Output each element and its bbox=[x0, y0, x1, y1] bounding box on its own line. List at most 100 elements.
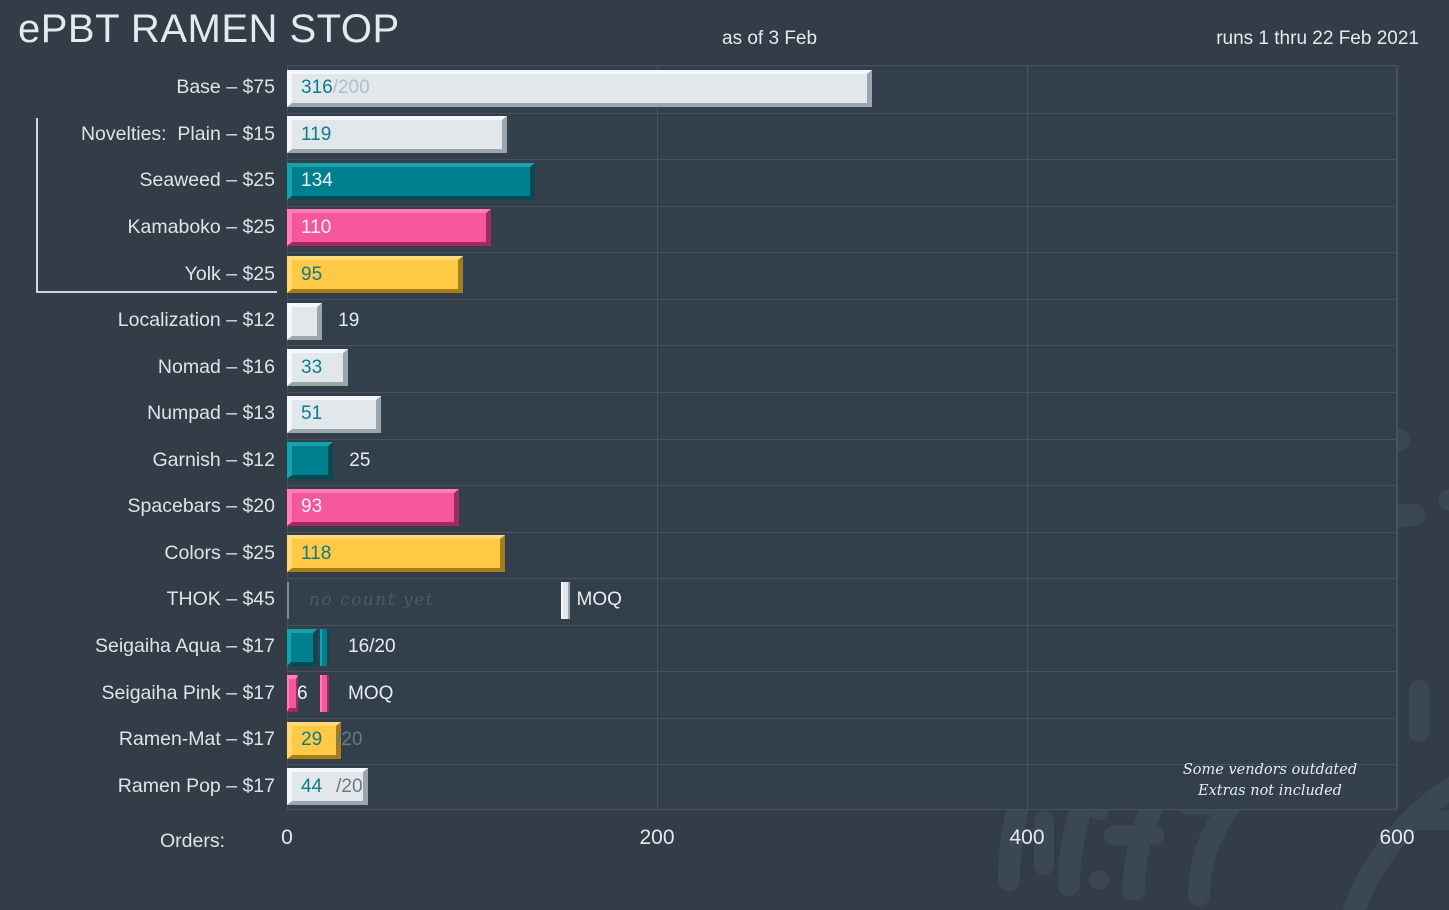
bar-bevel bbox=[287, 116, 508, 154]
bar-seaweed bbox=[287, 162, 535, 200]
horizontal-gridline bbox=[288, 485, 1396, 486]
bar-value-text: 118 bbox=[301, 542, 332, 564]
bar-garnish bbox=[287, 442, 334, 480]
bar-goal-text: /20 bbox=[336, 729, 363, 751]
bar-inner-value: 6 bbox=[297, 682, 308, 704]
bar-value-plain: 119 bbox=[301, 125, 331, 144]
category-label-text: Ramen-Mat – $17 bbox=[118, 728, 275, 751]
horizontal-gridline bbox=[288, 671, 1396, 672]
horizontal-gridline bbox=[288, 206, 1396, 207]
category-label-text: Nomad – $16 bbox=[157, 355, 275, 378]
horizontal-gridline bbox=[288, 345, 1396, 346]
bar-bevel bbox=[287, 535, 506, 573]
category-label-localization: Localization – $12 bbox=[117, 309, 275, 332]
category-label-ramen-mat: Ramen-Mat – $17 bbox=[118, 728, 275, 751]
category-label-text: Colors – $25 bbox=[164, 541, 275, 564]
bar-bevel bbox=[287, 256, 463, 294]
bar-value-text: 25 bbox=[349, 449, 371, 471]
bar-goal-text: /200 bbox=[332, 77, 370, 99]
horizontal-gridline bbox=[288, 113, 1396, 114]
category-label-text: Seigaiha Aqua – $17 bbox=[95, 635, 275, 658]
category-label-text: Yolk – $25 bbox=[184, 262, 275, 285]
category-label-thok: THOK – $45 bbox=[167, 590, 275, 610]
bar-goal-text: /20 bbox=[336, 775, 363, 797]
bar-bevel bbox=[287, 768, 369, 806]
as-of-date: as of 3 Feb bbox=[722, 28, 818, 49]
bar-bevel bbox=[287, 675, 299, 713]
novelties-group-bracket bbox=[36, 117, 277, 293]
run-dates: runs 1 thru 22 Feb 2021 bbox=[1216, 28, 1419, 49]
bar-bevel bbox=[287, 302, 323, 340]
category-label-text: THOK – $45 bbox=[166, 588, 275, 611]
bar-ramen-pop bbox=[287, 768, 369, 806]
bar-value-yolk: 95 bbox=[301, 265, 322, 284]
bar-bevel bbox=[287, 69, 872, 107]
bar-bevel bbox=[287, 349, 349, 387]
bar-plain bbox=[287, 116, 508, 154]
bar-localization bbox=[287, 302, 323, 340]
bar-bevel bbox=[287, 162, 535, 200]
bar-bevel bbox=[287, 209, 491, 247]
horizontal-gridline bbox=[288, 718, 1396, 719]
moq-marker-seigaiha-aqua bbox=[320, 628, 329, 666]
bar-value-text: 95 bbox=[301, 263, 323, 285]
no-count-note: no count yet bbox=[309, 590, 434, 611]
category-label-text: Localization – $12 bbox=[117, 309, 275, 332]
vertical-gridline bbox=[657, 66, 658, 809]
empty-bar-marker bbox=[287, 581, 289, 619]
category-label-plain: Novelties: Plain – $15 bbox=[80, 122, 275, 145]
horizontal-gridline bbox=[288, 252, 1396, 253]
bar-bevel bbox=[287, 721, 341, 759]
bar-colors bbox=[287, 535, 506, 573]
x-axis-tick-200: 200 bbox=[639, 826, 675, 849]
bar-bevel bbox=[287, 488, 460, 526]
moq-marker-thok bbox=[560, 581, 570, 619]
bar-value-colors: 118 bbox=[301, 544, 331, 563]
category-label-colors: Colors – $25 bbox=[164, 541, 275, 564]
x-axis-tick-400: 400 bbox=[1009, 826, 1045, 849]
bar-nomad bbox=[287, 349, 349, 387]
bar-value-text: 110 bbox=[301, 216, 332, 238]
bar-value-text: 134 bbox=[301, 170, 333, 192]
group-label-novelties: Novelties: bbox=[80, 122, 178, 145]
bar-value-localization: 19 bbox=[338, 311, 359, 330]
category-label-kamaboko: Kamaboko – $25 bbox=[127, 215, 275, 238]
bar-value-ramen-pop: 44/20 bbox=[301, 777, 363, 796]
bar-numpad bbox=[287, 395, 382, 433]
moq-text: MOQ bbox=[576, 589, 622, 611]
vertical-gridline bbox=[1027, 66, 1028, 809]
category-label-nomad: Nomad – $16 bbox=[157, 355, 275, 378]
bar-seigaiha-pink bbox=[287, 675, 299, 713]
footnote-line-1: Some vendors outdated bbox=[1182, 762, 1358, 778]
category-label-seigaiha-pink: Seigaiha Pink – $17 bbox=[101, 681, 275, 704]
moq-marker-seigaiha-pink bbox=[320, 675, 329, 713]
bar-ramen-mat bbox=[287, 721, 341, 759]
category-label-ramen-pop: Ramen Pop – $17 bbox=[117, 774, 275, 797]
category-label-text: Ramen Pop – $17 bbox=[117, 774, 275, 797]
bar-value-garnish: 25 bbox=[349, 451, 370, 470]
bar-bevel bbox=[287, 395, 382, 433]
vertical-gridline bbox=[1397, 66, 1398, 809]
bar-value-seigaiha-pink: MOQ bbox=[348, 684, 393, 703]
category-label-spacebars: Spacebars – $20 bbox=[128, 497, 275, 517]
bar-base bbox=[287, 69, 872, 107]
horizontal-gridline bbox=[288, 532, 1396, 533]
horizontal-gridline bbox=[288, 578, 1396, 579]
category-label-text: Kamaboko – $25 bbox=[127, 215, 275, 238]
horizontal-gridline bbox=[288, 625, 1396, 626]
bar-value-spacebars: 93 bbox=[301, 497, 322, 516]
bar-value-text: 29 bbox=[301, 729, 323, 751]
moq-text: MOQ bbox=[348, 682, 394, 704]
bar-spacebars bbox=[287, 488, 460, 526]
category-label-base: Base – $75 bbox=[176, 78, 275, 98]
page-title: ePBT RAMEN STOP bbox=[18, 7, 400, 51]
bar-value-text: 44 bbox=[301, 775, 323, 797]
category-label-text: Seigaiha Pink – $17 bbox=[101, 681, 275, 704]
bar-value-nomad: 33 bbox=[301, 358, 322, 377]
bar-bevel bbox=[287, 628, 317, 666]
bar-value-ramen-mat: 29/20 bbox=[301, 730, 363, 749]
category-label-seaweed: Seaweed – $25 bbox=[139, 171, 275, 191]
bar-value-kamaboko: 110 bbox=[301, 218, 331, 237]
bar-bevel bbox=[287, 442, 334, 480]
horizontal-gridline bbox=[288, 159, 1396, 160]
